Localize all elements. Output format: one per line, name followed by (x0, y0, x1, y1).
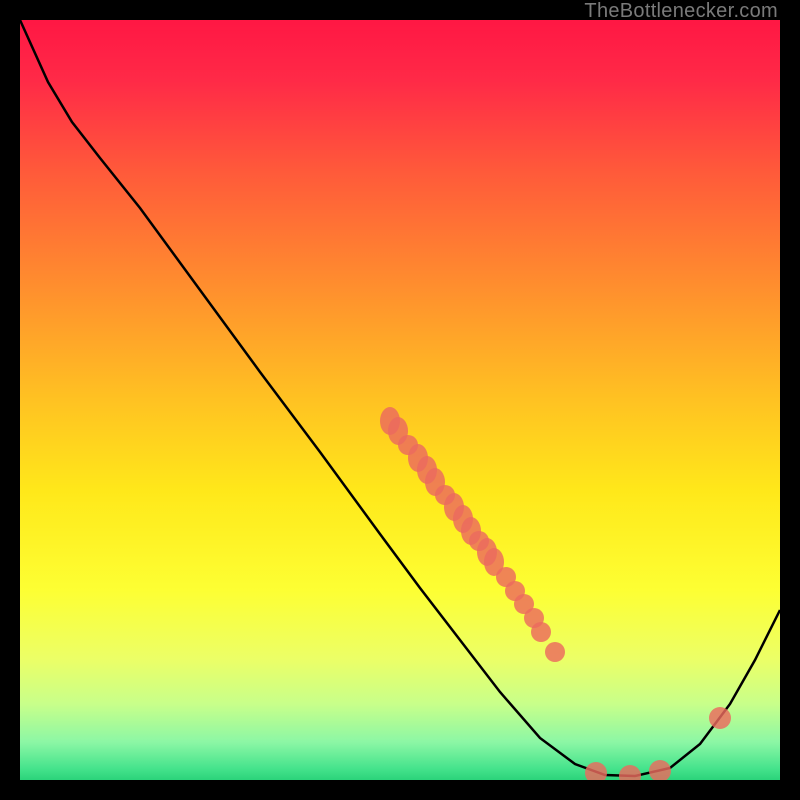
marker-point (585, 762, 607, 780)
curve-layer (20, 20, 780, 780)
marker-point (649, 760, 671, 780)
marker-point (545, 642, 565, 662)
marker-point (435, 485, 455, 505)
bottleneck-chart (20, 20, 780, 780)
marker-point (709, 707, 731, 729)
data-markers (380, 407, 731, 780)
watermark-text: TheBottlenecker.com (584, 0, 778, 23)
bottleneck-curve (20, 20, 780, 776)
marker-point (398, 435, 418, 455)
marker-point (531, 622, 551, 642)
marker-point (469, 531, 489, 551)
marker-point (619, 765, 641, 780)
